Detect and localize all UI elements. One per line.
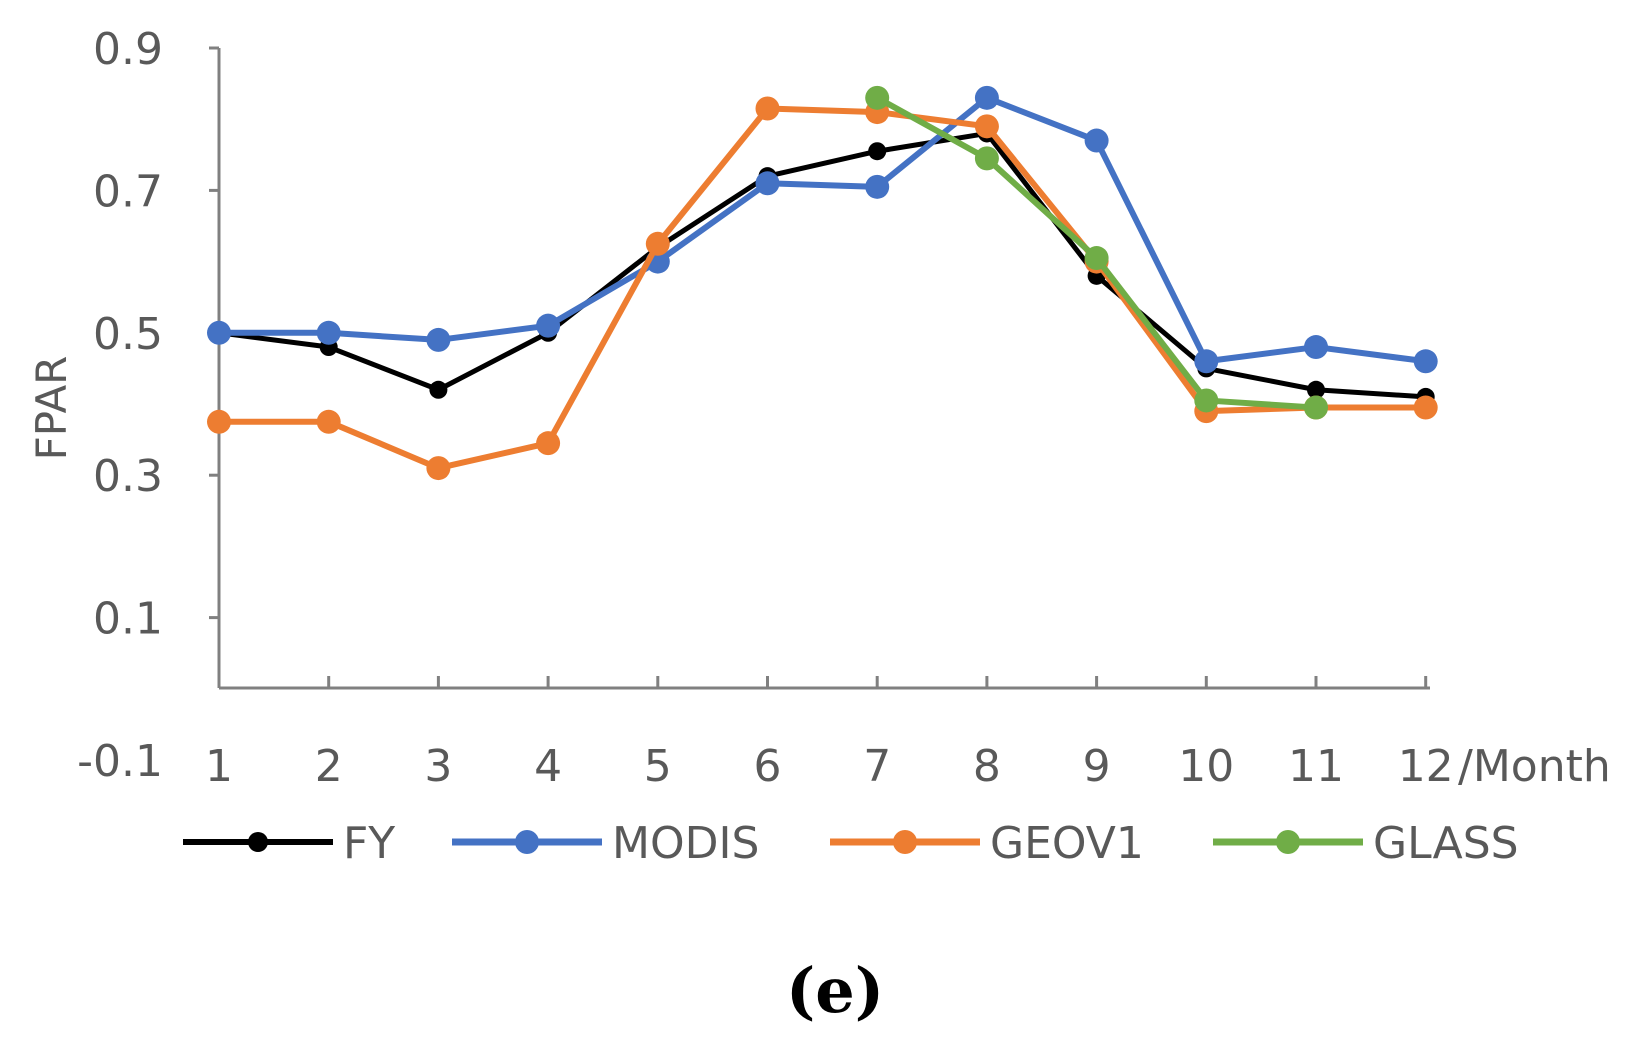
legend-item-fy: FY <box>183 818 395 869</box>
legend-marker-glass <box>1276 830 1300 854</box>
x-tick-label: 3 <box>424 741 452 792</box>
series-modis <box>207 85 1438 374</box>
x-tick-label: 5 <box>644 741 672 792</box>
data-point-modis <box>974 85 999 110</box>
series-geov1 <box>207 96 1438 481</box>
series-line-fy <box>218 130 1426 400</box>
series-line-modis <box>219 94 1427 365</box>
axes <box>217 48 1430 690</box>
data-point-modis <box>426 327 451 352</box>
x-tick-label: 2 <box>315 741 343 792</box>
legend-label-fy: FY <box>343 818 395 869</box>
x-tick-label: 4 <box>534 741 562 792</box>
y-ticks: 0.9 0.7 0.5 0.3 0.1 -0.1 <box>77 24 219 787</box>
legend: FY MODIS GEOV1 GLASS <box>183 818 1519 869</box>
x-tick-label: 11 <box>1288 741 1344 792</box>
data-point-fy <box>429 380 448 399</box>
data-point-modis <box>536 313 561 338</box>
legend-marker-geov1 <box>893 830 917 854</box>
data-point-modis <box>207 320 231 345</box>
data-point-geov1 <box>645 231 670 256</box>
y-tick-label: 0.7 <box>93 166 163 217</box>
data-point-geov1 <box>755 96 780 121</box>
data-point-glass <box>1304 395 1328 420</box>
legend-label-geov1: GEOV1 <box>990 818 1144 869</box>
data-point-geov1 <box>974 114 999 139</box>
data-point-geov1 <box>207 409 231 434</box>
x-tick-label: 8 <box>973 741 1001 792</box>
data-point-modis <box>865 174 890 199</box>
data-point-fy <box>868 142 887 161</box>
legend-label-modis: MODIS <box>612 818 759 869</box>
data-point-glass <box>974 146 999 171</box>
data-point-modis <box>755 171 780 196</box>
data-point-fy <box>1307 380 1325 399</box>
x-ticks: 1 2 3 4 5 6 7 8 9 10 11 12 <box>205 676 1454 792</box>
legend-item-modis: MODIS <box>452 818 759 869</box>
panel-label: (e) <box>786 954 884 1027</box>
legend-marker-fy <box>248 832 268 852</box>
data-point-geov1 <box>426 456 451 481</box>
x-tick-label: 1 <box>205 741 233 792</box>
y-tick-label: 0.1 <box>93 594 163 645</box>
data-point-modis <box>1304 335 1328 360</box>
x-tick-label: 6 <box>754 741 782 792</box>
series-line-geov1 <box>219 105 1426 472</box>
data-point-modis <box>316 320 341 345</box>
y-tick-label: 0.3 <box>93 451 163 502</box>
legend-marker-modis <box>515 830 539 854</box>
x-tick-label: 10 <box>1178 741 1234 792</box>
data-point-glass <box>865 85 890 110</box>
x-axis-title: /Month <box>1458 741 1611 792</box>
y-tick-label: -0.1 <box>77 736 163 787</box>
data-point-modis <box>1194 349 1219 374</box>
data-point-glass <box>1194 388 1219 413</box>
series <box>207 85 1438 481</box>
y-tick-label: 0.9 <box>93 24 163 75</box>
x-tick-label: 12 <box>1398 741 1454 792</box>
legend-item-geov1: GEOV1 <box>830 818 1144 869</box>
data-point-modis <box>1084 128 1109 153</box>
series-glass <box>865 85 1328 420</box>
data-point-modis <box>1413 349 1438 374</box>
x-tick-label: 7 <box>863 741 891 792</box>
series-fy <box>210 124 1435 406</box>
legend-item-glass: GLASS <box>1213 818 1519 869</box>
x-tick-label: 9 <box>1083 741 1111 792</box>
data-point-geov1 <box>536 431 561 456</box>
legend-label-glass: GLASS <box>1373 818 1519 869</box>
data-point-geov1 <box>1413 395 1438 420</box>
y-axis-title: FPAR <box>27 356 76 461</box>
y-tick-label: 0.5 <box>93 309 163 360</box>
data-point-glass <box>1084 246 1109 271</box>
data-point-geov1 <box>316 409 341 434</box>
